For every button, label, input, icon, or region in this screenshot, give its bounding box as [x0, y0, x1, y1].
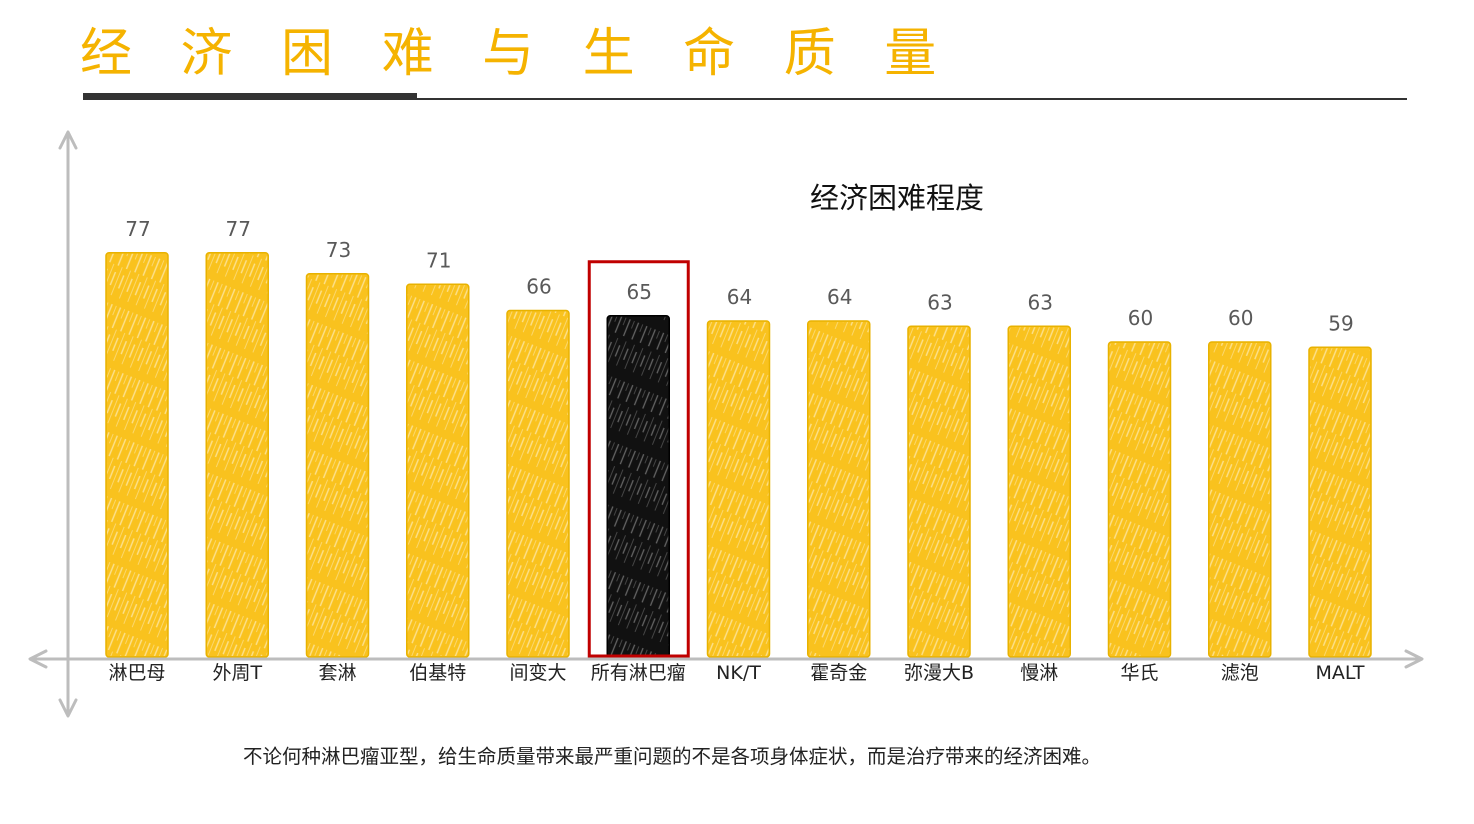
data-label: 59	[1328, 311, 1353, 335]
bar-hatch	[1209, 343, 1270, 656]
data-label: 77	[125, 217, 150, 241]
x-tick-label: 霍奇金	[810, 662, 867, 684]
title-underline-thick	[83, 93, 417, 100]
x-tick-label: 间变大	[509, 662, 566, 684]
bar-hatch	[207, 253, 268, 656]
x-tick-label: 滤泡	[1221, 662, 1259, 684]
x-tick-label: 套淋	[318, 662, 356, 684]
bar-hatch	[1310, 348, 1370, 656]
x-tick-label: 伯基特	[409, 662, 466, 684]
data-labels: 77 77 73 71 66 65 64 64 63 63 60 60 59	[125, 217, 1353, 336]
x-tick-label: NK/T	[716, 662, 761, 684]
data-label: 60	[1128, 306, 1153, 330]
x-tick-label: 弥漫大B	[904, 662, 974, 684]
x-tick-label: MALT	[1316, 662, 1365, 684]
data-label: 65	[627, 280, 652, 304]
x-tick-label: 外周T	[212, 662, 262, 684]
x-axis	[28, 649, 1424, 669]
y-axis-arrow-up-icon	[58, 130, 78, 150]
highlight-box	[587, 260, 690, 658]
x-axis-arrow-left-icon	[28, 649, 48, 669]
slide-caption: 不论何种淋巴瘤亚型，给生命质量带来最严重问题的不是各项身体症状，而是治疗带来的经…	[243, 745, 1102, 768]
x-axis-arrow-right-icon	[1404, 649, 1424, 669]
bar-hatch	[107, 253, 167, 656]
bar-hatch	[909, 327, 969, 656]
bar-hatch	[808, 322, 869, 656]
data-label: 64	[727, 285, 752, 309]
bar-hatch	[708, 322, 769, 656]
bar-hatch	[508, 311, 568, 656]
bar-hatch	[608, 316, 669, 656]
data-label: 63	[1028, 290, 1053, 314]
bar-hatch	[307, 274, 368, 656]
bar-hatch	[407, 285, 468, 656]
data-label: 60	[1228, 306, 1253, 330]
bars	[105, 252, 1372, 658]
x-tick-label: 慢淋	[1020, 662, 1058, 684]
data-label: 66	[526, 275, 551, 299]
bar-hatch	[1009, 327, 1070, 656]
data-label: 71	[426, 248, 451, 272]
chart-title: 经济困难程度	[810, 181, 984, 215]
y-axis	[58, 130, 78, 718]
x-tick-label: 所有淋巴瘤	[591, 662, 686, 684]
data-label: 73	[326, 238, 351, 262]
data-label: 64	[827, 285, 852, 309]
x-tick-label: 华氏	[1120, 662, 1158, 684]
x-tick-label: 淋巴母	[108, 662, 165, 684]
data-label: 77	[226, 217, 251, 241]
slide-title: 经 济 困 难 与 生 命 质 量	[80, 24, 953, 84]
bar-hatch	[1109, 343, 1170, 656]
data-label: 63	[927, 290, 952, 314]
x-tick-labels: 淋巴母 外周T 套淋 伯基特 间变大 所有淋巴瘤 NK/T 霍奇金 弥漫大B 慢淋 华氏 滤泡 MALT	[108, 662, 1364, 684]
title-underline-thin	[417, 98, 1407, 100]
y-axis-arrow-down-icon	[58, 698, 78, 718]
